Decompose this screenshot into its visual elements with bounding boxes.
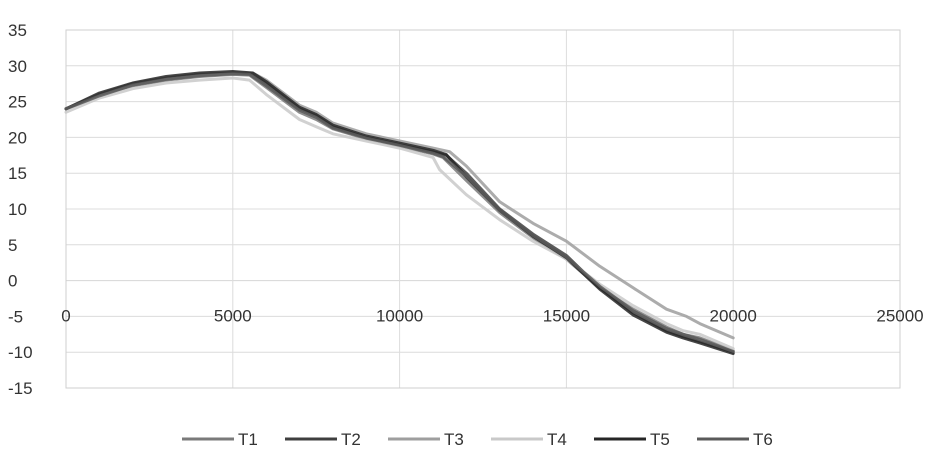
- y-tick-label: 5: [8, 236, 17, 255]
- y-tick-label: 0: [8, 272, 17, 291]
- legend-label-t6: T6: [753, 430, 773, 449]
- legend-label-t3: T3: [444, 430, 464, 449]
- y-tick-label: 20: [8, 128, 27, 147]
- legend-label-t2: T2: [341, 430, 361, 449]
- plot-area-border: [65, 29, 901, 389]
- series-line-t5: [64, 70, 735, 356]
- legend-label-t5: T5: [650, 430, 670, 449]
- axes: 35 30 25 20 15 10 5 0 -5 -10 -15 0 5000 10000 15000 200…: [8, 21, 924, 398]
- y-tick-label: -10: [8, 343, 33, 362]
- series-lines: [64, 70, 735, 356]
- y-tick-label: -15: [8, 379, 33, 398]
- y-tick-label: 15: [8, 164, 27, 183]
- x-tick-label: 5000: [214, 307, 252, 326]
- legend: T1 T2 T3 T4 T5 T6: [182, 430, 773, 449]
- x-tick-label: 20000: [710, 307, 757, 326]
- x-tick-label: 15000: [543, 307, 590, 326]
- y-tick-label: -5: [8, 307, 23, 326]
- x-tick-label: 10000: [376, 307, 423, 326]
- series-line-t4: [64, 76, 735, 351]
- y-tick-label: 25: [8, 93, 27, 112]
- y-tick-label: 30: [8, 57, 27, 76]
- x-tick-label: 0: [61, 307, 70, 326]
- legend-label-t4: T4: [547, 430, 567, 449]
- x-tick-label: 25000: [876, 307, 923, 326]
- y-tick-label: 10: [8, 200, 27, 219]
- series-line-t6: [64, 72, 735, 353]
- legend-label-t1: T1: [238, 430, 258, 449]
- y-tick-label: 35: [8, 21, 27, 40]
